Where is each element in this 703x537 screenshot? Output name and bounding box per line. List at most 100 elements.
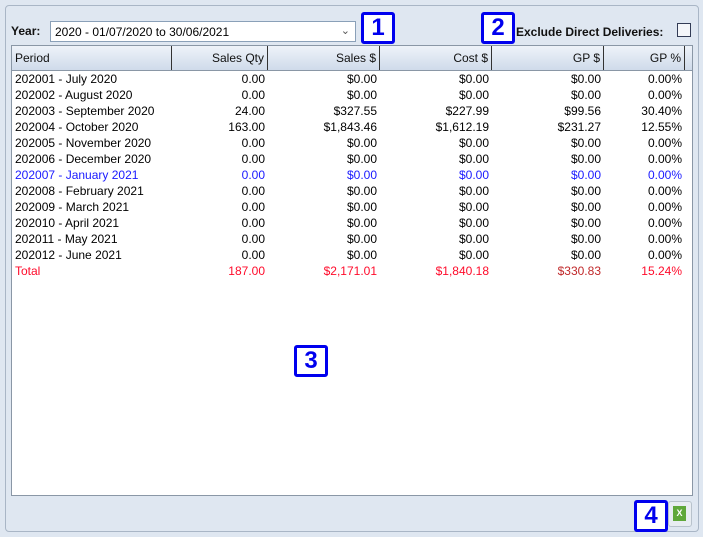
table-cell: 12.55%	[641, 120, 682, 134]
table-cell: 202005 - November 2020	[15, 136, 152, 150]
table-cell: 30.40%	[641, 104, 682, 118]
table-row[interactable]: 202006 - December 2020 0.00 $0.00 $0.00 $0.0…	[12, 151, 692, 167]
table-cell: 0.00%	[647, 152, 682, 166]
table-cell: $0.00	[570, 184, 601, 198]
table-cell: Total	[15, 264, 41, 278]
table-cell: $227.99	[445, 104, 489, 118]
table-cell: $0.00	[346, 136, 377, 150]
column-header[interactable]: GP %	[604, 46, 685, 70]
table-cell: 202007 - January 2021	[15, 168, 139, 182]
table-cell: 202006 - December 2020	[15, 152, 152, 166]
table-row[interactable]: 202011 - May 2021 0.00 $0.00 $0.00 $0.00 0.00…	[12, 231, 692, 247]
table-cell: 0.00%	[647, 248, 682, 262]
table-row[interactable]: 202007 - January 2021 0.00 $0.00 $0.00 $0.00…	[12, 167, 692, 183]
chevron-down-icon: ⌄	[340, 25, 350, 37]
table-cell: 163.00	[228, 120, 265, 134]
table-cell: $0.00	[346, 184, 377, 198]
table-cell: $0.00	[570, 200, 601, 214]
table-row[interactable]: 202012 - June 2021 0.00 $0.00 $0.00 $0.00 0.0…	[12, 247, 692, 263]
table-cell: $0.00	[458, 136, 489, 150]
table-row[interactable]: 202005 - November 2020 0.00 $0.00 $0.00 $0.0…	[12, 135, 692, 151]
table-cell: 0.00%	[647, 72, 682, 86]
table-cell: 202004 - October 2020	[15, 120, 139, 134]
column-header[interactable]: Sales $	[268, 46, 380, 70]
table-cell: 187.00	[228, 264, 265, 278]
table-row[interactable]: 202009 - March 2021 0.00 $0.00 $0.00 $0.00 0.…	[12, 199, 692, 215]
table-cell: $0.00	[570, 248, 601, 262]
table-row[interactable]: 202008 - February 2021 0.00 $0.00 $0.00 $0.0…	[12, 183, 692, 199]
table-header: Period Sales Qty Sales $ Cost $ GP $ GP %	[12, 46, 692, 71]
table-row[interactable]: 202010 - April 2021 0.00 $0.00 $0.00 $0.00 0.…	[12, 215, 692, 231]
table-cell: 0.00	[241, 184, 265, 198]
table-cell: 202011 - May 2021	[15, 232, 118, 246]
export-excel-button[interactable]: X	[668, 501, 692, 527]
table-cell: 0.00	[241, 88, 265, 102]
table-cell: $0.00	[346, 200, 377, 214]
table-cell: $0.00	[346, 248, 377, 262]
table-cell: $0.00	[346, 88, 377, 102]
table-cell: 0.00	[241, 200, 265, 214]
table-cell: 202010 - April 2021	[15, 216, 120, 230]
table-cell: $99.56	[564, 104, 601, 118]
table-row[interactable]: 202001 - July 2020 0.00 $0.00 $0.00 $0.00 0.0…	[12, 71, 692, 87]
table-cell: 202012 - June 2021	[15, 248, 122, 262]
table-cell: 0.00	[241, 168, 265, 182]
table-cell: $0.00	[458, 200, 489, 214]
badge-3: 3	[294, 345, 328, 377]
table-cell: 0.00%	[647, 232, 682, 246]
table-cell: 0.00	[241, 136, 265, 150]
table-cell: $1,843.46	[323, 120, 377, 134]
total-row[interactable]: Total 187.00 $2,171.01 $1,840.18 $330.83 15.2…	[12, 263, 692, 279]
table-cell: $0.00	[458, 184, 489, 198]
table-cell: 202002 - August 2020	[15, 88, 133, 102]
table-row[interactable]: 202004 - October 2020 163.00 $1,843.46 $1,6…	[12, 119, 692, 135]
column-header[interactable]: Sales Qty	[172, 46, 268, 70]
table-cell: 0.00	[241, 248, 265, 262]
table-cell: $0.00	[570, 88, 601, 102]
table-cell: $1,612.19	[435, 120, 489, 134]
table-cell: 0.00	[241, 232, 265, 246]
table-cell: $0.00	[346, 72, 377, 86]
column-header[interactable]: GP $	[492, 46, 604, 70]
year-select[interactable]: 2020 - 01/07/2020 to 30/06/2021 ⌄	[50, 21, 356, 42]
table-cell: $0.00	[346, 232, 377, 246]
table-cell: 0.00%	[647, 216, 682, 230]
table-cell: $0.00	[458, 152, 489, 166]
table-cell: $0.00	[458, 72, 489, 86]
exclude-direct-deliveries-label: Exclude Direct Deliveries:	[516, 25, 664, 39]
table-cell: 0.00%	[647, 184, 682, 198]
table-cell: 202001 - July 2020	[15, 72, 118, 86]
table-cell: $0.00	[346, 216, 377, 230]
exclude-direct-deliveries-checkbox[interactable]	[677, 23, 691, 37]
table-row[interactable]: 202002 - August 2020 0.00 $0.00 $0.00 $0.00 0…	[12, 87, 692, 103]
badge-4: 4	[634, 500, 668, 532]
table-cell: $0.00	[458, 232, 489, 246]
table-cell: 202009 - March 2021	[15, 200, 130, 214]
table-cell: 24.00	[234, 104, 265, 118]
table-cell: 15.24%	[641, 264, 682, 278]
table-cell: $0.00	[570, 72, 601, 86]
table-cell: 0.00%	[647, 168, 682, 182]
table-cell: $0.00	[570, 152, 601, 166]
table-cell: $0.00	[570, 136, 601, 150]
table-cell: 202008 - February 2021	[15, 184, 144, 198]
table-cell: 0.00%	[647, 200, 682, 214]
table-cell: 202003 - September 2020	[15, 104, 155, 118]
year-label: Year:	[11, 24, 41, 38]
column-header[interactable]: Period	[12, 46, 172, 70]
table-cell: 0.00%	[647, 88, 682, 102]
table-cell: $2,171.01	[323, 264, 377, 278]
badge-2: 2	[481, 12, 515, 44]
table-cell: $0.00	[458, 248, 489, 262]
excel-icon: X	[673, 506, 686, 521]
table-cell: 0.00	[241, 216, 265, 230]
column-header[interactable]: Cost $	[380, 46, 492, 70]
table-row[interactable]: 202003 - September 2020 24.00 $327.55 $227.…	[12, 103, 692, 119]
table-cell: $1,840.18	[435, 264, 489, 278]
year-value: 2020 - 01/07/2020 to 30/06/2021	[55, 25, 230, 39]
table-cell: $231.27	[557, 120, 601, 134]
table-cell: $0.00	[346, 168, 377, 182]
table-cell: $0.00	[346, 152, 377, 166]
table-cell: $0.00	[458, 216, 489, 230]
table-cell: $0.00	[570, 168, 601, 182]
